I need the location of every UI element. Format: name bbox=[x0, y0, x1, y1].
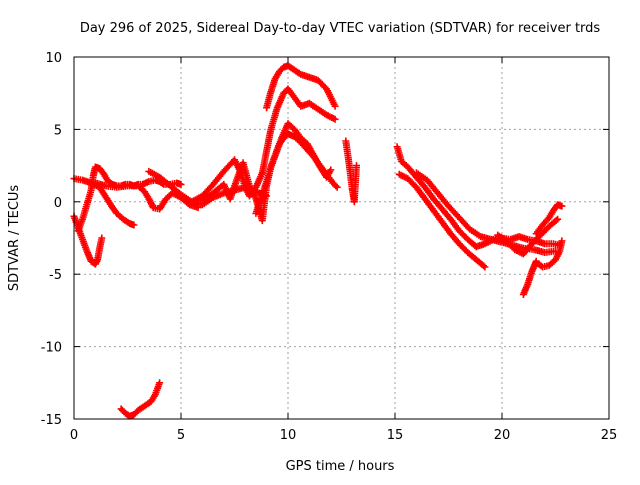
grid-lines bbox=[74, 57, 609, 419]
x-tick-label: 0 bbox=[70, 428, 78, 443]
y-tick-label: 0 bbox=[54, 196, 62, 211]
series-track-q bbox=[532, 201, 566, 238]
series-track-f bbox=[188, 85, 339, 206]
y-tick-label: 10 bbox=[45, 51, 62, 66]
series-markers bbox=[532, 201, 566, 238]
series-track-j bbox=[342, 137, 360, 206]
series-markers bbox=[395, 170, 489, 271]
series-markers bbox=[494, 215, 562, 258]
series-track-n bbox=[412, 169, 559, 256]
series-track-m bbox=[395, 170, 489, 271]
series-markers bbox=[188, 85, 339, 206]
y-axis-label: SDTVAR / TECUs bbox=[7, 185, 22, 292]
plot-frame bbox=[73, 56, 610, 420]
series-markers bbox=[532, 237, 566, 271]
x-tick-label: 20 bbox=[494, 428, 511, 443]
series-track-r bbox=[532, 237, 566, 271]
x-axis-label: GPS time / hours bbox=[286, 459, 395, 474]
series-track-k bbox=[117, 379, 164, 420]
axis-ticks: 0 5 10 15 20 25 -15 -10 -5 0 5 10 bbox=[41, 51, 618, 443]
series-markers bbox=[91, 179, 202, 213]
series-track-d bbox=[91, 179, 202, 213]
x-tick-label: 25 bbox=[601, 428, 618, 443]
chart-title: Day 296 of 2025, Sidereal Day-to-day VTE… bbox=[80, 21, 601, 36]
series-markers bbox=[342, 137, 360, 206]
series-track-h bbox=[252, 130, 341, 217]
data-points bbox=[70, 62, 566, 420]
series-track-i bbox=[263, 62, 339, 112]
series-markers bbox=[263, 62, 339, 112]
y-tick-label: -5 bbox=[49, 268, 62, 283]
x-tick-label: 10 bbox=[280, 428, 297, 443]
y-tick-label: -15 bbox=[41, 413, 62, 428]
y-tick-label: 5 bbox=[54, 123, 62, 138]
y-tick-label: -10 bbox=[41, 341, 62, 356]
x-tick-label: 15 bbox=[387, 428, 404, 443]
series-markers bbox=[117, 379, 164, 420]
series-markers bbox=[252, 130, 341, 217]
x-tick-label: 5 bbox=[177, 428, 185, 443]
series-markers bbox=[412, 169, 559, 256]
series-track-o bbox=[494, 215, 562, 258]
